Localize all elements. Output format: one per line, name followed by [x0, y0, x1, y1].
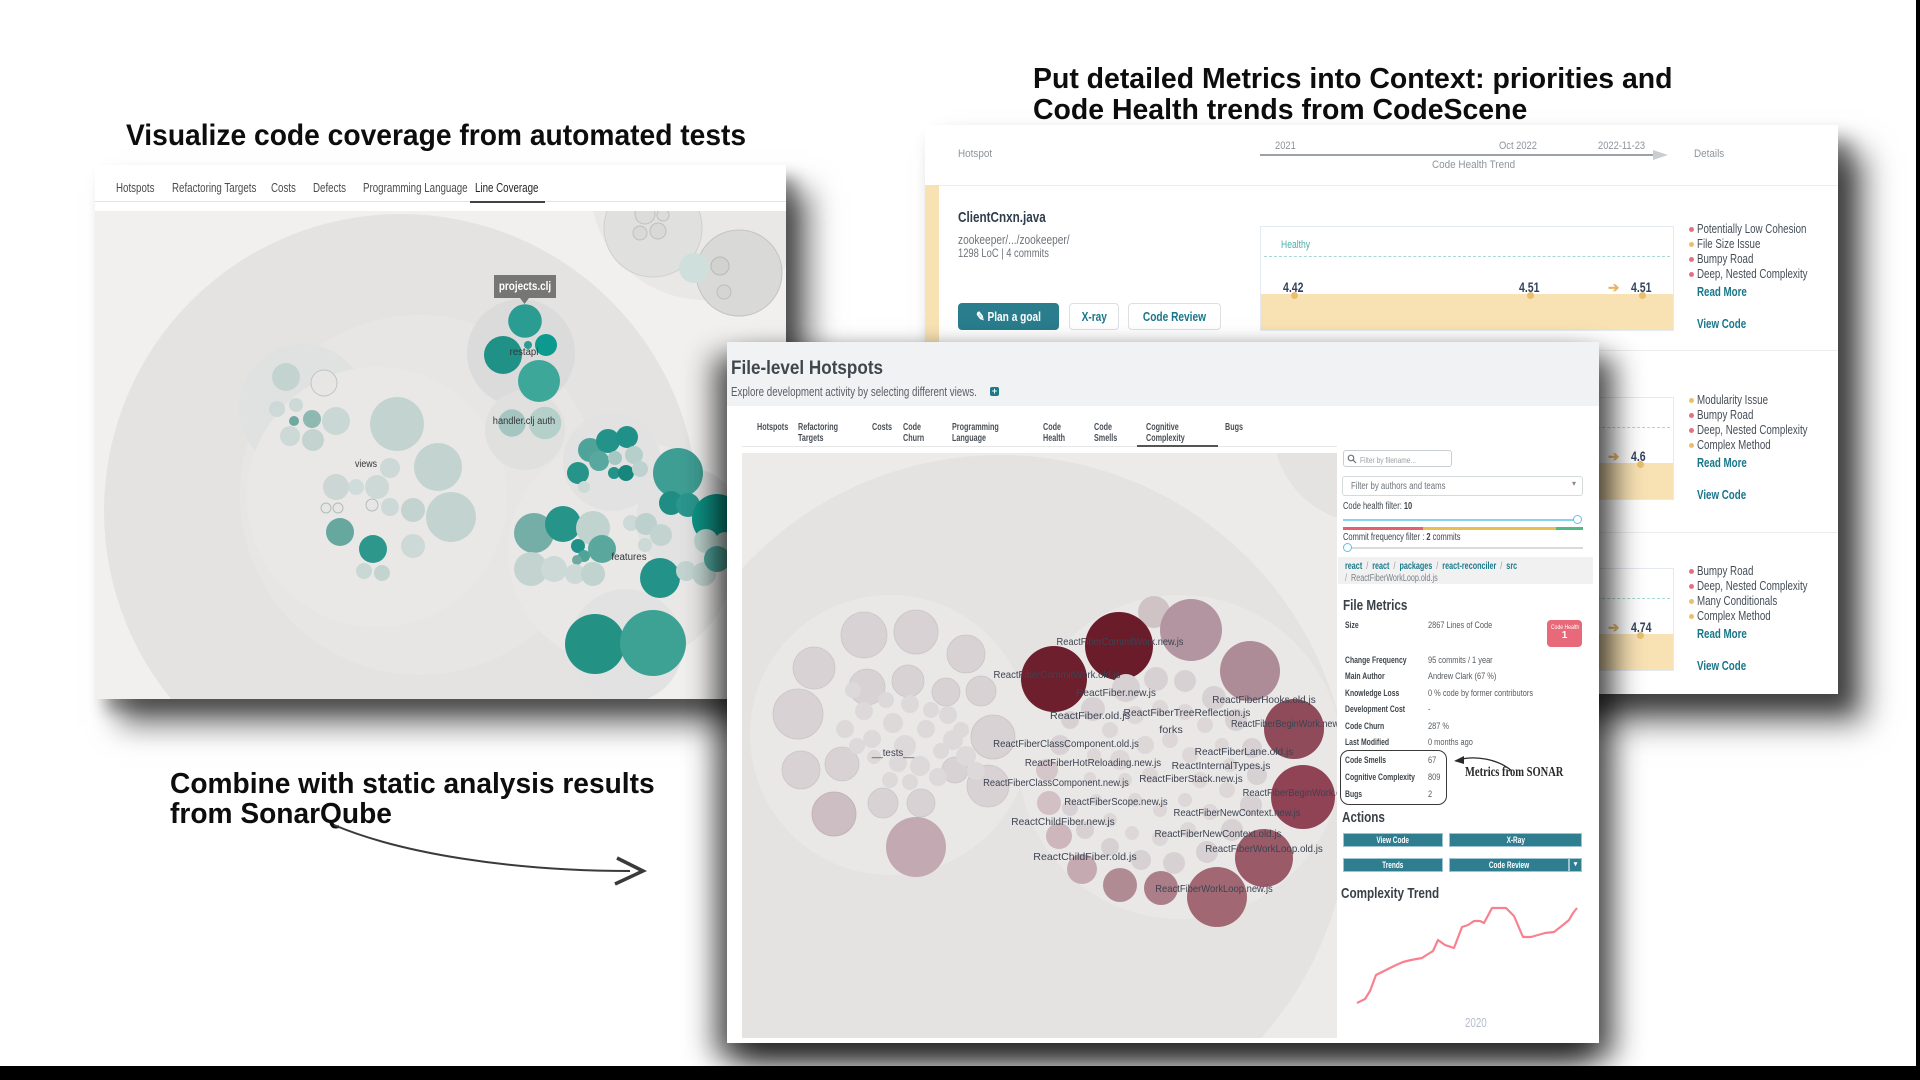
svg-text:views: views: [355, 459, 377, 470]
svg-text:ReactFiberHooks.old.js: ReactFiberHooks.old.js: [1212, 694, 1315, 706]
svg-text:ReactFiber.new.js: ReactFiber.new.js: [1076, 687, 1156, 699]
svg-text:ReactFiberHotReloading.new.js: ReactFiberHotReloading.new.js: [1025, 757, 1161, 769]
svg-text:ReactFiberScope.new.js: ReactFiberScope.new.js: [1064, 796, 1167, 808]
svg-text:forks: forks: [1159, 724, 1183, 736]
svg-text:ReactFiberClassComponent.old.j: ReactFiberClassComponent.old.js: [993, 738, 1139, 750]
svg-text:ReactChildFiber.old.js: ReactChildFiber.old.js: [1033, 851, 1136, 863]
svg-text:ReactFiberCommitWork.new.js: ReactFiberCommitWork.new.js: [1057, 636, 1184, 648]
svg-text:__tests__: __tests__: [871, 747, 914, 759]
svg-text:projects.clj: projects.clj: [499, 281, 551, 293]
svg-text:handler.clj auth: handler.clj auth: [493, 416, 555, 427]
svg-text:restapi: restapi: [510, 347, 539, 358]
svg-text:ReactFiberNewContext.old.js: ReactFiberNewContext.old.js: [1155, 828, 1282, 840]
svg-text:ReactFiberBeginWork.o: ReactFiberBeginWork.o: [1243, 787, 1337, 799]
svg-text:ReactFiberWorkLoop.new.js: ReactFiberWorkLoop.new.js: [1155, 883, 1273, 895]
svg-text:ReactChildFiber.new.js: ReactChildFiber.new.js: [1011, 816, 1114, 828]
svg-text:ReactFiberClassComponent.new.j: ReactFiberClassComponent.new.js: [983, 777, 1129, 789]
svg-text:ReactFiberBeginWork.new: ReactFiberBeginWork.new: [1231, 718, 1337, 730]
svg-text:ReactFiber.old.js: ReactFiber.old.js: [1050, 710, 1130, 722]
svg-text:features: features: [611, 552, 646, 563]
svg-text:ReactFiberTreeReflection.js: ReactFiberTreeReflection.js: [1124, 707, 1251, 719]
svg-text:ReactFiberLane.old.js: ReactFiberLane.old.js: [1195, 746, 1294, 758]
svg-text:ReactFiberNewContext.new.js: ReactFiberNewContext.new.js: [1174, 807, 1301, 819]
svg-text:ReactInternalTypes.js: ReactInternalTypes.js: [1172, 760, 1271, 772]
svg-text:ReactFiberWorkLoop.old.js: ReactFiberWorkLoop.old.js: [1205, 843, 1323, 855]
svg-text:ReactFiberStack.new.js: ReactFiberStack.new.js: [1139, 773, 1242, 785]
svg-text:ReactFiberCommitWork.old.js: ReactFiberCommitWork.old.js: [994, 669, 1121, 681]
